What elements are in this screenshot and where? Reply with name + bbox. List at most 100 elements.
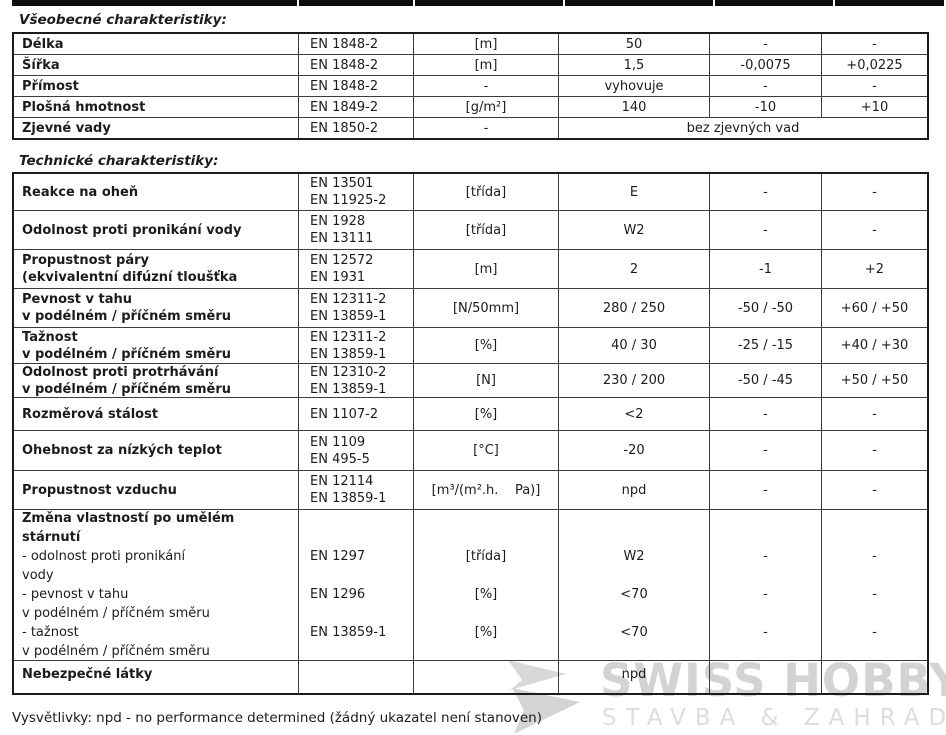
- norm-cell: EN 12311-2 EN 13859-1: [298, 328, 413, 363]
- table-row: Propustnost páry (ekvivalentní difúzní tl…: [14, 249, 927, 288]
- tolerance-minus-cell: -: [709, 431, 821, 470]
- norm-cell: EN 1848-2: [298, 76, 413, 96]
- norm-cell: EN 1109 EN 495-5: [298, 431, 413, 470]
- unit-cell: [m]: [413, 55, 558, 75]
- technical-characteristics-heading: Technické charakteristiky:: [19, 153, 219, 169]
- table-row: Rozměrová stálost EN 1107-2 [%] <2 - -: [14, 397, 927, 430]
- table-row: Reakce na oheň EN 13501 EN 11925-2 [třída…: [14, 174, 927, 210]
- value-cell: E: [558, 174, 709, 210]
- unit-cell: [°C]: [413, 431, 558, 470]
- tolerance-plus-cell: +0,0225: [821, 55, 927, 75]
- norm-cell: EN 1850-2: [298, 118, 413, 138]
- norm-cell: EN 1297 EN 1296 EN 13859-1: [298, 510, 413, 660]
- tolerance-minus-cell: -1: [709, 250, 821, 288]
- value-cell: 280 / 250: [558, 289, 709, 327]
- norm-cell: EN 13501 EN 11925-2: [298, 174, 413, 210]
- value-cell: npd: [558, 471, 709, 509]
- tolerance-minus-cell: -50 / -50: [709, 289, 821, 327]
- tolerance-plus-cell: -: [821, 211, 927, 249]
- table-row: Odolnost proti pronikání vody EN 1928 EN …: [14, 210, 927, 249]
- tolerance-plus-cell: +60 / +50: [821, 289, 927, 327]
- tolerance-minus-cell: -25 / -15: [709, 328, 821, 363]
- property-cell: Pevnost v tahu v podélném / příčném směru: [22, 292, 232, 324]
- border-segment: [415, 0, 563, 6]
- general-characteristics-heading: Všeobecné charakteristiky:: [19, 12, 227, 28]
- value-cell: vyhovuje: [558, 76, 709, 96]
- property-cell: Reakce na oheň: [22, 184, 139, 200]
- table-row: Přímost EN 1848-2 - vyhovuje - -: [14, 75, 927, 96]
- tolerance-plus-cell: -: [821, 398, 927, 430]
- tolerance-minus-cell: -10: [709, 97, 821, 117]
- tolerance-plus-cell: +2: [821, 250, 927, 288]
- table-row: Nebezpečné látky npd: [14, 660, 927, 693]
- border-segment: [12, 0, 297, 6]
- general-characteristics-table: Délka EN 1848-2 [m] 50 - - Šířka EN 1848…: [12, 32, 929, 140]
- unit-cell: [třída] [%] [%]: [413, 510, 558, 660]
- unit-cell: [třída]: [413, 174, 558, 210]
- table-row: Délka EN 1848-2 [m] 50 - -: [14, 34, 927, 54]
- property-cell: Rozměrová stálost: [22, 406, 159, 422]
- norm-cell: EN 1849-2: [298, 97, 413, 117]
- table-row: Pevnost v tahu v podélném / příčném směru…: [14, 288, 927, 327]
- table-row: Tažnost v podélném / příčném směru EN 123…: [14, 327, 927, 363]
- value-cell: W2: [558, 211, 709, 249]
- tolerance-minus-cell: -0,0075: [709, 55, 821, 75]
- value-cell: 230 / 200: [558, 364, 709, 397]
- tolerance-plus-cell: -: [821, 76, 927, 96]
- tolerance-minus-cell: -: [709, 398, 821, 430]
- tolerance-plus-cell: -: [821, 174, 927, 210]
- watermark: SWISS HOBBY STAVBA & ZAHRADA: [500, 650, 946, 735]
- tolerance-plus-cell: [821, 661, 927, 693]
- property-cell: Délka: [22, 36, 64, 52]
- property-cell: Plošná hmotnost: [22, 99, 146, 115]
- norm-cell: [298, 661, 413, 693]
- property-cell: Změna vlastností po umělém stárnutí - od…: [22, 511, 235, 659]
- border-segment: [299, 0, 413, 6]
- value-cell: 50: [558, 34, 709, 54]
- border-segment: [565, 0, 713, 6]
- tolerance-plus-cell: -: [821, 34, 927, 54]
- swiss-hobby-chevron-logo: [508, 660, 580, 734]
- unit-cell: [N/50mm]: [413, 289, 558, 327]
- value-cell: bez zjevných vad: [558, 118, 927, 138]
- norm-cell: EN 12572 EN 1931: [298, 250, 413, 288]
- property-cell: Nebezpečné látky: [22, 667, 153, 682]
- value-cell: 2: [558, 250, 709, 288]
- property-cell: Propustnost páry (ekvivalentní difúzní tl…: [22, 253, 238, 285]
- property-cell: Zjevné vady: [22, 120, 111, 136]
- tolerance-minus-cell: - - -: [709, 510, 821, 660]
- norm-cell: EN 1928 EN 13111: [298, 211, 413, 249]
- tolerance-plus-cell: +10: [821, 97, 927, 117]
- watermark-title: SWISS HOBBY: [600, 654, 946, 707]
- table-row: Šířka EN 1848-2 [m] 1,5 -0,0075 +0,0225: [14, 54, 927, 75]
- table-row: Odolnost proti protrhávání v podélném / p…: [14, 363, 927, 397]
- norm-cell: EN 12114 EN 13859-1: [298, 471, 413, 509]
- unit-cell: [%]: [413, 328, 558, 363]
- border-segment: [715, 0, 833, 6]
- tolerance-minus-cell: -: [709, 211, 821, 249]
- unit-cell: [413, 661, 558, 693]
- value-cell: npd: [558, 661, 709, 693]
- property-cell: Ohebnost za nízkých teplot: [22, 443, 222, 458]
- tolerance-plus-cell: -: [821, 471, 927, 509]
- table-row: Propustnost vzduchu EN 12114 EN 13859-1 […: [14, 470, 927, 509]
- footnote: Vysvětlivky: npd - no performance determ…: [12, 710, 543, 726]
- property-cell: Tažnost v podélném / příčném směru: [22, 329, 232, 362]
- technical-characteristics-table: Reakce na oheň EN 13501 EN 11925-2 [třída…: [12, 172, 929, 695]
- tolerance-minus-cell: -: [709, 34, 821, 54]
- tolerance-plus-cell: -: [821, 431, 927, 470]
- unit-cell: -: [413, 76, 558, 96]
- tolerance-minus-cell: -: [709, 76, 821, 96]
- table-row: Ohebnost za nízkých teplot EN 1109 EN 495…: [14, 430, 927, 470]
- tolerance-minus-cell: -: [709, 471, 821, 509]
- norm-cell: EN 12310-2 EN 13859-1: [298, 364, 413, 397]
- value-cell: 40 / 30: [558, 328, 709, 363]
- unit-cell: [N]: [413, 364, 558, 397]
- unit-cell: -: [413, 118, 558, 138]
- tolerance-minus-cell: [709, 661, 821, 693]
- unit-cell: [g/m²]: [413, 97, 558, 117]
- tolerance-plus-cell: +40 / +30: [821, 328, 927, 363]
- norm-cell: EN 12311-2 EN 13859-1: [298, 289, 413, 327]
- table-row: Zjevné vady EN 1850-2 - bez zjevných vad: [14, 117, 927, 138]
- norm-cell: EN 1107-2: [298, 398, 413, 430]
